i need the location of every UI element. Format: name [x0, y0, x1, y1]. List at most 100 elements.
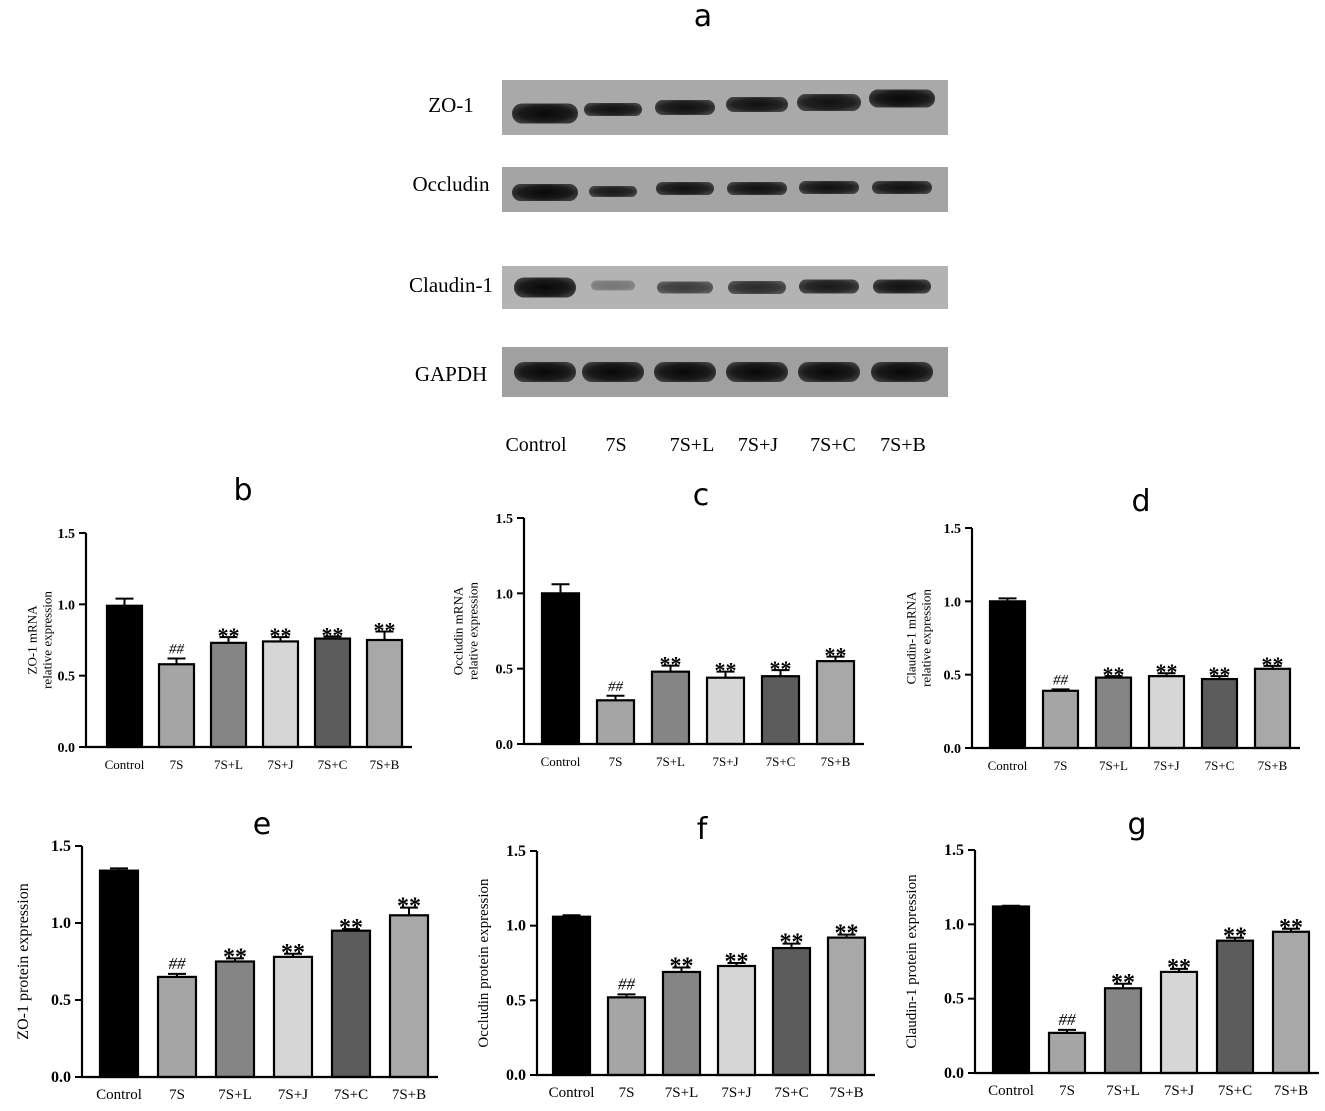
blot-row: GAPDH: [415, 347, 948, 397]
tick-label-y: 1.0: [496, 587, 514, 602]
bar: [1253, 667, 1292, 750]
significance-mark: **: [1223, 924, 1247, 950]
bar: [661, 970, 702, 1077]
bar-chart-g: g Control ## 7S ** 7S+L ** 7S+J ** 7S+C ** 7S+B 0.0 0…: [904, 807, 1319, 1099]
blot-band: [512, 184, 578, 201]
y-axis-label-line: Occludin protein expression: [476, 878, 492, 1048]
y-axis-label-line: Claudin-1 protein expression: [904, 874, 920, 1049]
tick-label-y: 0.0: [506, 1067, 526, 1084]
tick-label-x: 7S+J: [278, 1087, 308, 1103]
significance-mark: ##: [618, 974, 636, 993]
significance-mark: **: [374, 617, 396, 642]
bar: [1271, 930, 1311, 1075]
blot-band: [798, 362, 860, 382]
bar: [388, 914, 430, 1079]
bar: [1215, 939, 1255, 1075]
blot-band: [726, 97, 788, 112]
tick-label-y: 0.0: [496, 738, 514, 753]
blot-lane-labels: Control 7S 7S+L 7S+J 7S+C 7S+B: [505, 434, 925, 456]
blot-band: [657, 281, 713, 294]
bar: [261, 640, 300, 749]
tick-label-x: 7S+J: [267, 757, 293, 772]
blot-band: [591, 280, 635, 291]
blot-row: Claudin-1: [409, 266, 948, 309]
blot-band: [726, 362, 788, 382]
tick-label-y: 1.5: [506, 843, 526, 860]
tick-label-y: 1.5: [944, 522, 962, 537]
tick-label-y: 1.0: [944, 916, 964, 933]
bar: [98, 869, 140, 1079]
blot-band: [514, 362, 576, 382]
blot-lane-label: 7S+J: [738, 434, 778, 456]
significance-mark: ##: [169, 642, 185, 658]
bar: [606, 996, 647, 1077]
blot-rows: ZO-1 Occludin Claudin-1 GAPDH: [409, 80, 948, 397]
tick-label-y: 0.5: [58, 670, 76, 685]
y-axis-label: Claudin-1 protein expression: [904, 874, 920, 1049]
significance-mark: **: [1279, 915, 1303, 941]
y-axis-label: ZO-1 mRNA relative expression: [25, 591, 55, 689]
significance-mark: **: [770, 656, 792, 681]
y-axis-label: Occludin protein expression: [476, 878, 492, 1048]
tick-label-x: 7S: [1059, 1083, 1075, 1099]
significance-mark: **: [780, 930, 804, 956]
tick-label-x: 7S+C: [1218, 1083, 1252, 1099]
tick-label-x: 7S+L: [1099, 758, 1128, 773]
blot-band: [797, 94, 861, 111]
blot-row: ZO-1: [428, 80, 948, 135]
tick-label-x: 7S: [1054, 758, 1068, 773]
tick-label-x: 7S+C: [766, 754, 796, 769]
bar: [313, 637, 352, 749]
significance-mark: **: [715, 658, 737, 683]
blot-band: [589, 186, 637, 197]
blot-lane-label: 7S+L: [670, 434, 715, 456]
blot-band: [584, 103, 642, 116]
bar: [1047, 1031, 1087, 1075]
tick-label-y: 1.0: [944, 595, 962, 610]
bar: [1147, 675, 1186, 750]
tick-label-x: Control: [541, 754, 581, 769]
tick-label-x: 7S+B: [821, 754, 851, 769]
y-axis-label-line: relative expression: [40, 591, 55, 689]
blot-lane-label: 7S+C: [810, 434, 856, 456]
tick-label-y: 1.0: [58, 598, 76, 613]
y-axis-label-line: relative expression: [466, 582, 481, 680]
tick-label-x: 7S+C: [318, 757, 348, 772]
blot-strip: [502, 80, 948, 135]
blot-row-label: GAPDH: [415, 362, 487, 386]
bar: [760, 675, 801, 746]
tick-label-y: 0.5: [496, 663, 514, 678]
significance-mark: **: [1209, 662, 1231, 687]
bar: [705, 676, 746, 746]
bar: [540, 592, 581, 746]
tick-label-y: 1.5: [51, 838, 71, 855]
significance-mark: **: [339, 915, 363, 941]
tick-label-x: 7S: [169, 1087, 185, 1103]
tick-label-y: 1.0: [51, 915, 71, 932]
tick-label-y: 0.5: [506, 992, 526, 1009]
tick-label-y: 0.0: [51, 1069, 71, 1086]
tick-label-x: Control: [96, 1087, 142, 1103]
tick-label-x: Control: [105, 757, 145, 772]
tick-label-y: 0.5: [51, 992, 71, 1009]
significance-mark: **: [825, 643, 847, 668]
bar: [105, 604, 144, 749]
blot-band: [727, 182, 787, 195]
blot-row-label: Occludin: [413, 172, 490, 196]
panel-letter-f: f: [697, 812, 709, 847]
blot-band: [869, 89, 935, 108]
tick-label-x: 7S: [609, 754, 623, 769]
blot-band: [873, 279, 931, 294]
significance-mark: ##: [1053, 672, 1069, 688]
significance-mark: **: [1167, 955, 1191, 981]
tick-label-x: 7S+B: [1258, 758, 1288, 773]
tick-label-y: 1.5: [944, 842, 964, 859]
significance-mark: **: [1103, 662, 1125, 687]
bar: [815, 660, 856, 746]
blot-band: [871, 362, 933, 382]
tick-label-x: 7S+L: [665, 1085, 698, 1101]
panel-letter-g: g: [1127, 807, 1146, 842]
significance-mark: ##: [608, 679, 624, 695]
significance-mark: **: [322, 622, 344, 647]
bar-charts: b Control ## 7S ** 7S+L ** 7S+J ** 7S+C ** 7S+B 0.0 0…: [15, 473, 1319, 1103]
